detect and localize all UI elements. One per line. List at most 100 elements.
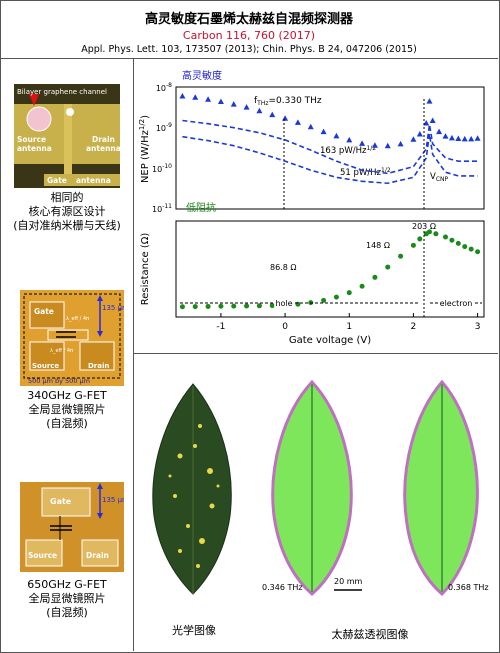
res-point xyxy=(398,253,404,259)
header: 高灵敏度石墨烯太赫兹自混频探测器 Carbon 116, 760 (2017) … xyxy=(0,0,498,58)
nep-point xyxy=(205,96,212,102)
nep-yticks: 10-8 10-9 10-10 10-11 xyxy=(152,82,172,214)
res-point xyxy=(256,303,262,309)
device1-image: Bilayer graphene channel Source antenna … xyxy=(14,84,120,188)
vcnp-label: VCNP xyxy=(430,172,449,183)
device2-gate-label: Gate xyxy=(34,307,54,316)
fthz-label: fTHz=0.330 THz xyxy=(254,96,322,107)
nep-ylabel: NEP (W/Hz1/2) xyxy=(138,115,151,183)
nep-panel-title: 高灵敏度 xyxy=(182,69,222,82)
svg-text:antenna: antenna xyxy=(17,144,52,153)
device3-svg: Gate 135 μm Source Drain xyxy=(20,482,124,572)
svg-text:10-10: 10-10 xyxy=(152,163,172,174)
res-point xyxy=(218,303,224,309)
res-series-layer xyxy=(179,229,481,310)
nep-point xyxy=(269,111,276,118)
nep-axes-box xyxy=(175,86,485,210)
device1-svg: Bilayer graphene channel Source antenna … xyxy=(14,84,120,188)
device2-drain-label: Drain xyxy=(88,362,109,370)
nep-point xyxy=(256,107,263,114)
figure-title: 高灵敏度石墨烯太赫兹自混频探测器 xyxy=(144,12,353,27)
nep-dashed-line-1 xyxy=(182,119,478,175)
device3-drain-label: Drain xyxy=(86,551,109,560)
svg-text:10-11: 10-11 xyxy=(152,203,172,214)
leaf-photo xyxy=(140,376,246,598)
device2-caption: 340GHz G-FET 全局显微镜照片 (自混频) xyxy=(4,389,130,431)
res-axes-box xyxy=(175,220,485,318)
device3-gate-label: Gate xyxy=(50,497,72,506)
res-point xyxy=(282,302,288,308)
thz-caption: 太赫兹透视图像 xyxy=(331,628,409,641)
nep-point xyxy=(436,128,443,135)
device2-caption-line1: 340GHz G-FET xyxy=(27,389,107,402)
res-point xyxy=(455,240,461,246)
device1-caption: 相同的 核心有源区设计 (自对准纳米栅与天线) xyxy=(4,191,130,233)
device3-caption-line3: (自混频) xyxy=(46,606,88,619)
res-ylabel: Resistance (Ω) xyxy=(140,233,151,306)
nep-point xyxy=(307,123,314,130)
res-point xyxy=(475,249,481,255)
nep-point xyxy=(320,128,327,135)
res-point xyxy=(433,231,439,237)
device2-scale-label: 500 μm by 500 μm xyxy=(28,377,90,385)
thz-image-1: 0.346 THz 20 mm xyxy=(256,376,368,598)
nep-point xyxy=(416,130,423,137)
res-point xyxy=(359,283,365,289)
nep-point xyxy=(230,101,237,107)
res-annot-86: 86.8 Ω xyxy=(270,263,296,272)
res-point xyxy=(372,274,378,280)
device1-caption-line1: 相同的 xyxy=(50,191,84,204)
res-point xyxy=(468,246,474,252)
nep-point xyxy=(217,98,224,104)
device3-source-label: Source xyxy=(28,551,57,560)
nep-point xyxy=(442,133,449,139)
nep-point xyxy=(461,135,468,142)
svg-text:Source: Source xyxy=(17,135,46,144)
res-point xyxy=(462,244,468,250)
nep-point xyxy=(474,135,481,141)
device2-caption-line2: 全局显微镜照片 xyxy=(28,403,106,416)
res-panel-title: 低阻抗 xyxy=(186,201,216,214)
device3-caption-line2: 全局显微镜照片 xyxy=(28,592,106,605)
nep-point xyxy=(294,119,301,125)
device3-size-label: 135 μm xyxy=(102,496,124,504)
divider-top xyxy=(0,58,498,59)
device2-size-label: 135 μm xyxy=(102,304,124,312)
res-point xyxy=(449,237,455,243)
thz-image-1-svg: 0.346 THz 20 mm xyxy=(262,379,363,596)
svg-text:10-9: 10-9 xyxy=(156,122,172,133)
device2-lambda2: λ_eff / 4π xyxy=(50,348,73,354)
device2-caption-line3: (自混频) xyxy=(46,417,88,430)
electron-label: electron xyxy=(440,299,473,308)
nep-point xyxy=(423,120,430,126)
device3-image: Gate 135 μm Source Drain xyxy=(20,482,124,572)
nep-point xyxy=(346,136,353,143)
nep-point xyxy=(448,134,455,141)
divider-left xyxy=(133,58,134,651)
xlabel: Gate voltage (V) xyxy=(289,335,371,346)
nep-point xyxy=(282,115,289,121)
leaf-photo-svg xyxy=(152,383,232,595)
nep-point xyxy=(179,93,186,99)
nep-dashed-line-2 xyxy=(182,133,478,185)
xticks: -1 0 1 2 3 xyxy=(216,313,480,332)
res-annot-148: 148 Ω xyxy=(366,241,390,250)
red-reference: Carbon 116, 760 (2017) xyxy=(182,29,316,42)
res-point xyxy=(192,304,198,310)
freq2-label: 0.368 THz xyxy=(448,583,489,592)
thz-image-2-svg: 0.368 THz xyxy=(403,379,489,597)
freq1-label: 0.346 THz xyxy=(262,583,303,592)
res-point xyxy=(443,234,448,240)
svg-text:Drain: Drain xyxy=(92,135,115,144)
res-point xyxy=(269,303,275,309)
divider-right-middle xyxy=(134,353,498,354)
res-point xyxy=(295,301,301,307)
device2-source-label: Source xyxy=(32,362,59,370)
hole-label: hole xyxy=(275,299,292,308)
res-point xyxy=(417,236,423,242)
res-point xyxy=(179,304,185,310)
device1-gate-label: Gate xyxy=(47,176,67,185)
nep-annot-51: 51 pW/Hz1/2 xyxy=(340,167,391,178)
device1-caption-line3: (自对准纳米栅与天线) xyxy=(13,219,121,232)
xtick-label: 0 xyxy=(282,322,288,332)
